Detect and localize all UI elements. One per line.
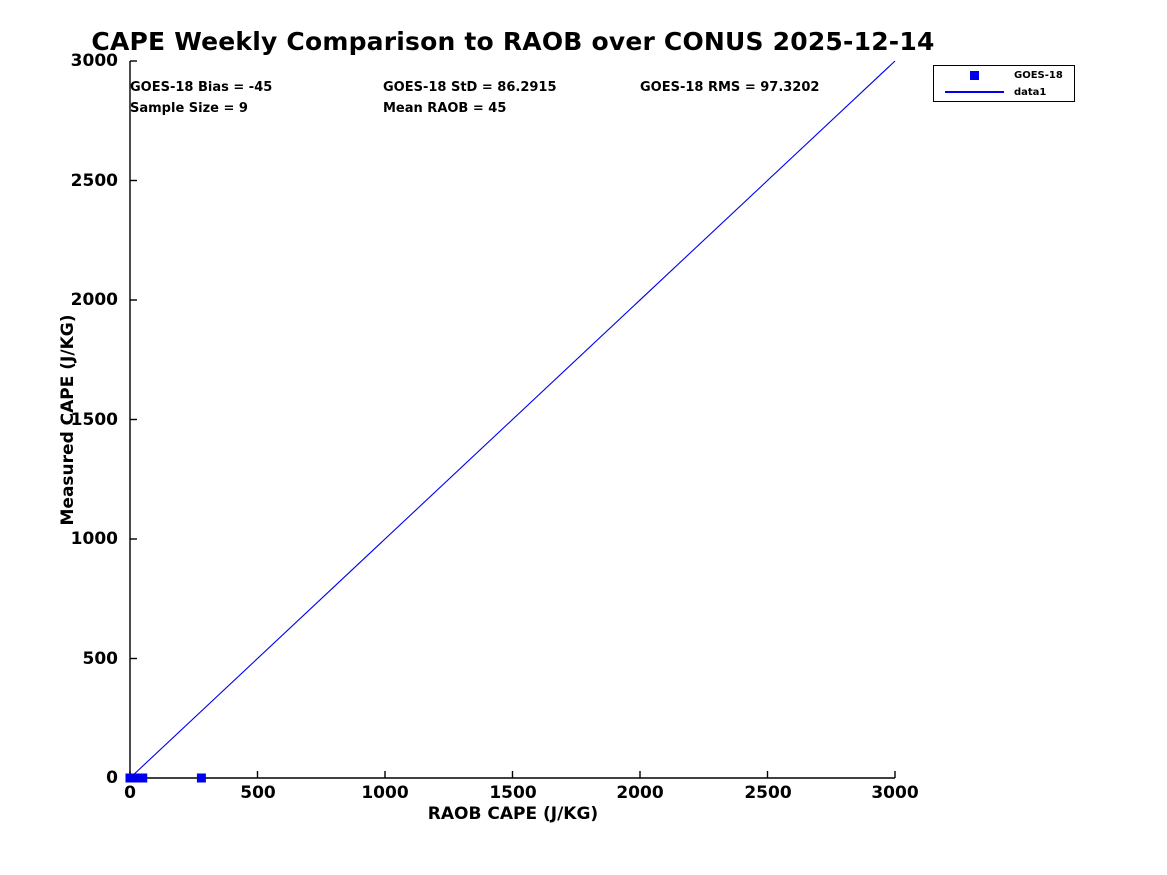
legend-square-marker-icon: [969, 70, 979, 80]
legend-swatch: [944, 70, 1004, 80]
y-tick-label: 3000: [70, 51, 118, 71]
x-tick-label: 1500: [489, 783, 537, 803]
y-tick-label: 2500: [70, 171, 118, 191]
stat-mean-raob: Mean RAOB = 45: [383, 101, 507, 116]
legend-entry-data1: data1: [934, 84, 1074, 100]
x-tick-label: 500: [240, 783, 276, 803]
legend-label: data1: [1014, 86, 1047, 98]
stat-std: GOES-18 StD = 86.2915: [383, 80, 557, 95]
y-tick-label: 500: [82, 649, 119, 669]
legend-swatch: [944, 91, 1004, 93]
x-tick-label: 2500: [744, 783, 792, 803]
stat-bias: GOES-18 Bias = -45: [130, 80, 273, 95]
x-tick-label: 3000: [871, 783, 919, 803]
legend: GOES-18 data1: [933, 65, 1075, 102]
x-tick-label: 2000: [616, 783, 664, 803]
legend-line-marker-icon: [944, 91, 1004, 93]
y-tick-label: 2000: [70, 290, 118, 310]
legend-label: GOES-18: [1014, 69, 1063, 81]
y-axis-label: Measured CAPE (J/KG): [58, 314, 78, 526]
y-tick-label: 1000: [70, 529, 118, 549]
stat-sample-size: Sample Size = 9: [130, 101, 248, 116]
x-axis-label: RAOB CAPE (J/KG): [427, 804, 599, 824]
stat-rms: GOES-18 RMS = 97.3202: [640, 80, 820, 95]
x-tick-label: 0: [124, 783, 136, 803]
y-tick-label: 1500: [70, 410, 118, 430]
chart-title: CAPE Weekly Comparison to RAOB over CONU…: [91, 27, 935, 56]
legend-entry-goes18: GOES-18: [934, 67, 1074, 83]
y-tick-label: 0: [106, 768, 118, 788]
x-tick-label: 1000: [361, 783, 409, 803]
